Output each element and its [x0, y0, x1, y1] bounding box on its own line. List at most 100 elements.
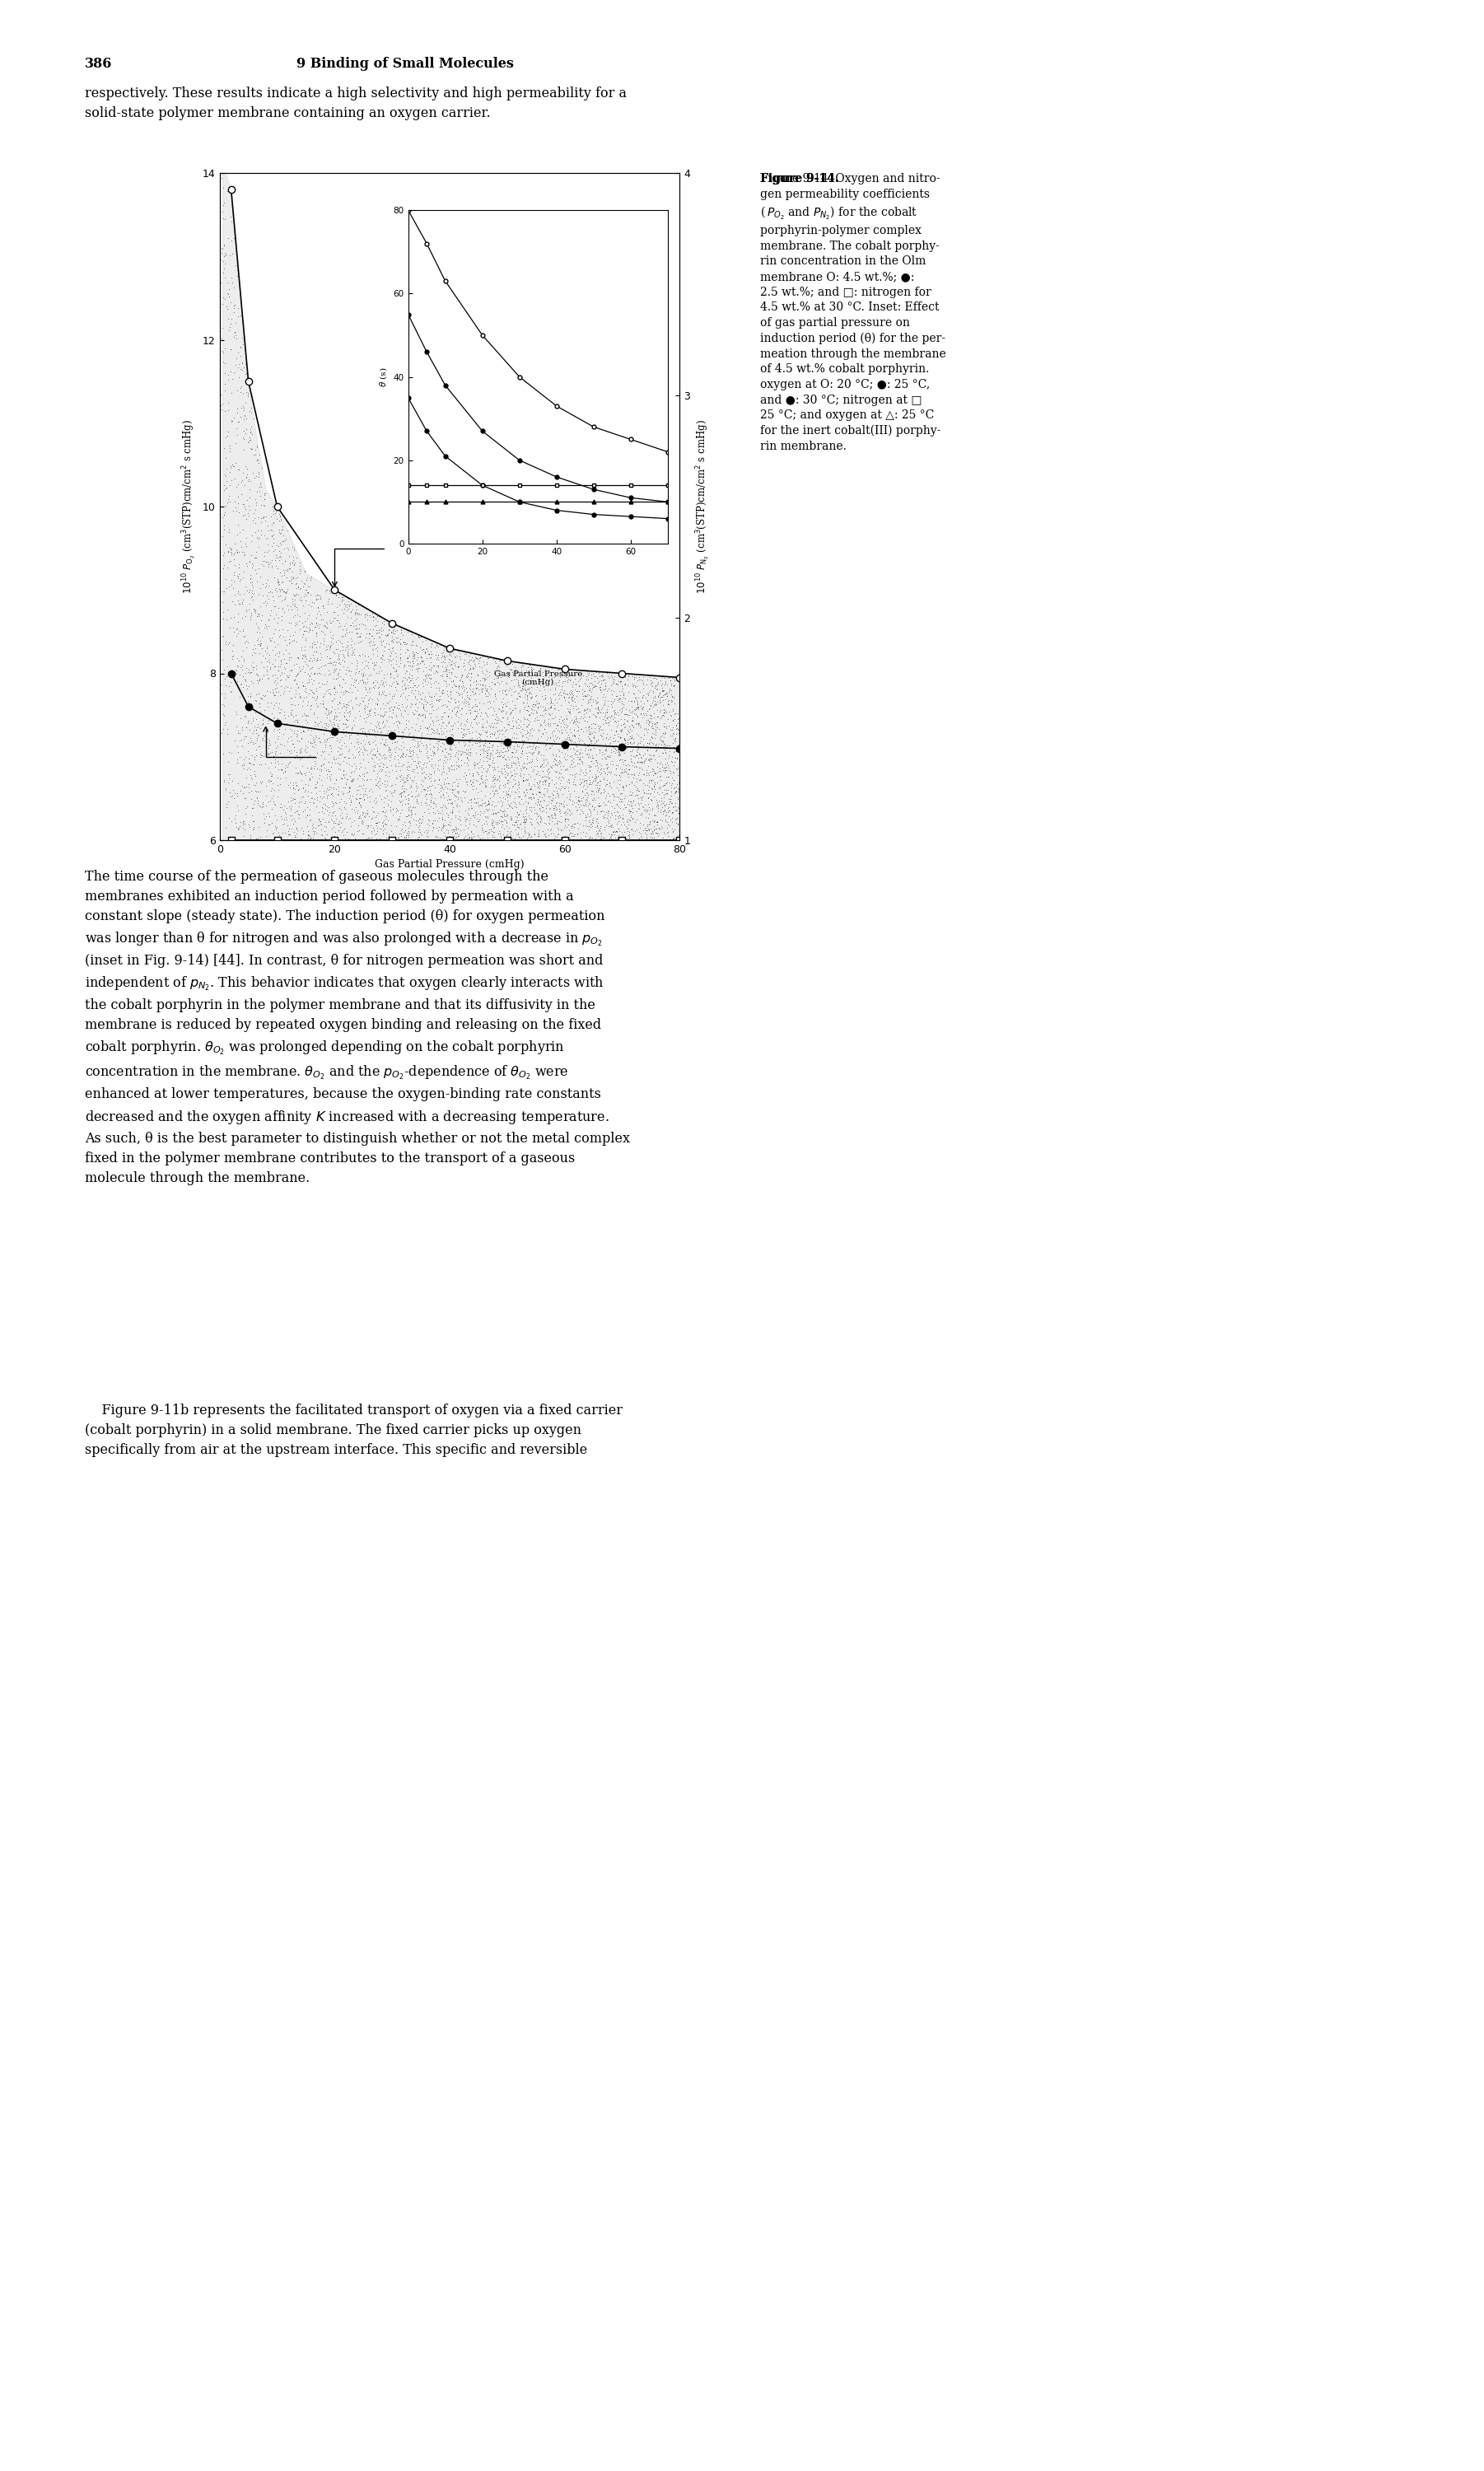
Point [229, 655, 252, 694]
Point [263, 647, 286, 687]
Point [407, 675, 430, 714]
Point [457, 677, 481, 717]
Point [588, 810, 611, 850]
Point [298, 818, 322, 857]
Point [243, 479, 267, 519]
Point [481, 761, 505, 801]
Point [641, 657, 665, 697]
Point [344, 788, 368, 828]
Point [368, 759, 392, 798]
Point [586, 689, 610, 729]
Point [232, 484, 255, 524]
Point [592, 682, 616, 722]
Point [402, 665, 426, 704]
Point [536, 704, 559, 744]
Point [389, 625, 413, 665]
Point [473, 655, 497, 694]
Point [611, 704, 635, 744]
Point [666, 756, 690, 796]
Point [493, 709, 516, 749]
Point [660, 768, 684, 808]
Point [401, 684, 424, 724]
Point [614, 714, 638, 754]
Point [390, 734, 414, 773]
Point [374, 739, 398, 778]
Point [368, 776, 392, 815]
Point [372, 801, 396, 840]
Point [303, 707, 326, 746]
Point [478, 746, 502, 786]
Point [346, 714, 370, 754]
Point [611, 754, 635, 793]
Point [263, 541, 286, 581]
Point [660, 808, 684, 848]
Point [316, 670, 340, 709]
Point [278, 650, 301, 689]
Point [433, 801, 457, 840]
Point [448, 734, 472, 773]
Point [444, 810, 467, 850]
Point [445, 731, 469, 771]
Point [493, 793, 516, 833]
Point [237, 410, 261, 450]
Point [295, 655, 319, 694]
Point [617, 754, 641, 793]
Point [613, 741, 637, 781]
Point [481, 744, 505, 783]
Point [270, 561, 294, 600]
Point [542, 665, 565, 704]
Point [298, 561, 322, 600]
Point [614, 746, 638, 786]
Point [519, 803, 543, 843]
Point [574, 796, 598, 835]
Point [389, 736, 413, 776]
Point [362, 734, 386, 773]
Point [335, 744, 359, 783]
Point [365, 613, 389, 652]
Point [650, 773, 674, 813]
Point [309, 815, 332, 855]
Point [493, 778, 516, 818]
Point [352, 682, 375, 722]
Point [248, 709, 272, 749]
Point [288, 734, 312, 773]
Point [318, 719, 341, 759]
Point [423, 744, 447, 783]
Point [579, 714, 603, 754]
Point [396, 657, 420, 697]
Point [657, 707, 681, 746]
Point [371, 675, 395, 714]
Point [500, 731, 524, 771]
Point [592, 684, 616, 724]
Point [556, 806, 580, 845]
Point [574, 813, 598, 852]
Point [334, 712, 358, 751]
Point [660, 741, 684, 781]
Point [359, 640, 383, 680]
Point [616, 682, 640, 722]
Point [374, 751, 398, 791]
Point [497, 670, 521, 709]
Point [508, 796, 531, 835]
Point [229, 511, 252, 551]
Point [610, 773, 634, 813]
Point [554, 749, 577, 788]
Point [595, 692, 619, 731]
Point [429, 776, 453, 815]
Point [577, 764, 601, 803]
Point [423, 628, 447, 667]
Point [539, 717, 562, 756]
Point [346, 719, 370, 759]
Point [459, 801, 482, 840]
Point [513, 670, 537, 709]
Point [221, 630, 245, 670]
Point [359, 810, 383, 850]
Point [248, 586, 272, 625]
Point [662, 680, 686, 719]
Point [603, 672, 626, 712]
Point [413, 783, 436, 823]
Point [335, 739, 359, 778]
Point [294, 571, 318, 610]
Point [417, 766, 441, 806]
Point [326, 682, 350, 722]
